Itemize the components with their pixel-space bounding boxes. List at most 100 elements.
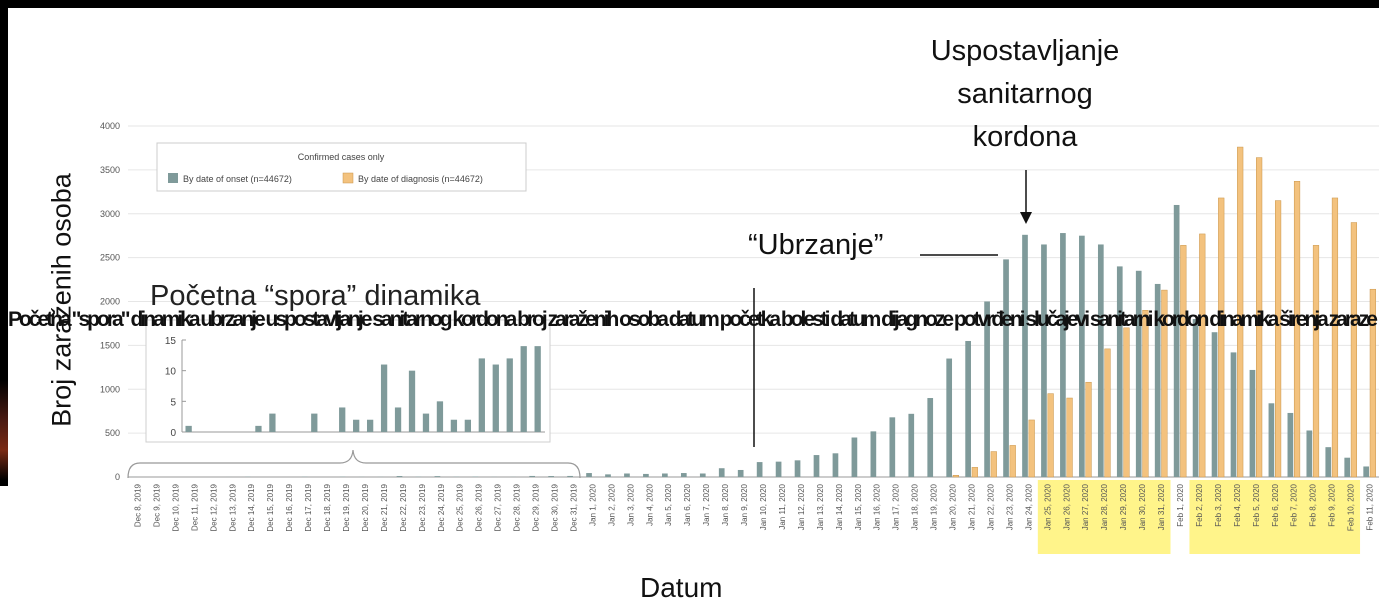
bar-diagnosis-46 [1009,445,1016,478]
inset-bar-16 [408,370,416,432]
x-tick-label: Jan 5, 2020 [664,483,673,525]
legend-title: Confirmed cases only [298,152,385,162]
x-tick-label: Jan 23, 2020 [1005,483,1014,530]
bar-onset-32 [737,469,744,477]
bar-onset-24 [586,473,592,477]
x-tick-label: Jan 3, 2020 [626,483,635,525]
x-tick-label: Dec 13, 2019 [228,483,237,531]
inset-bar-22 [492,364,499,432]
bar-onset-40 [889,417,896,477]
x-tick-label: Jan 6, 2020 [683,483,692,525]
x-tick-label: Jan 18, 2020 [911,483,920,530]
bar-onset-31 [718,468,725,477]
x-tick-label: Dec 18, 2019 [323,483,332,531]
highlight-band-1 [1189,480,1361,554]
x-tick-label: Feb 10, 2020 [1347,483,1356,531]
x-tick-label: Jan 10, 2020 [759,483,768,530]
inset-y-tick-label: 10 [165,367,177,378]
y-tick-label: 3000 [100,209,120,219]
annotation-pocetna-dinamika: Početna “spora” dinamika [150,280,481,312]
x-tick-label: Jan 14, 2020 [835,483,844,530]
x-tick-label: Dec 8, 2019 [133,483,142,527]
bar-onset-36 [813,455,820,477]
bar-onset-63 [1325,447,1332,477]
x-tick-label: Jan 31, 2020 [1157,483,1166,530]
x-tick-label: Feb 11, 2020 [1366,483,1375,530]
x-tick-label: Feb 9, 2020 [1328,483,1337,526]
x-tick-label: Feb 1, 2020 [1176,483,1185,526]
x-tick-label: Dec 17, 2019 [304,483,313,531]
x-tick-label: Feb 2, 2020 [1195,483,1204,526]
x-tick-label: Jan 16, 2020 [873,483,882,530]
x-tick-label: Dec 30, 2019 [550,483,559,531]
bar-diagnosis-61 [1293,181,1301,478]
bar-onset-65 [1363,466,1370,477]
x-tick-label: Dec 16, 2019 [285,483,294,531]
inset-bar-24 [520,346,527,432]
bar-diagnosis-62 [1312,245,1320,478]
x-tick-label: Dec 31, 2019 [569,483,578,531]
x-tick-label: Jan 12, 2020 [797,483,806,530]
inset-y-tick-label: 5 [170,397,176,408]
x-tick-label: Dec 28, 2019 [513,483,522,531]
bar-onset-50 [1079,235,1085,477]
bar-onset-22 [548,476,554,477]
bar-onset-64 [1344,457,1351,477]
bar-diagnosis-57 [1218,197,1225,478]
bar-onset-59 [1249,369,1256,477]
x-tick-label: Feb 7, 2020 [1290,483,1299,526]
x-tick-label: Dec 23, 2019 [418,483,427,531]
y-tick-label: 2000 [100,297,120,307]
x-tick-label: Jan 29, 2020 [1119,483,1128,530]
x-tick-label: Jan 20, 2020 [949,483,958,530]
brace [127,449,581,479]
bar-diagnosis-60 [1275,200,1282,478]
x-tick-label: Jan 24, 2020 [1024,483,1033,530]
bar-onset-43 [946,358,953,477]
inset-bar-14 [380,364,388,432]
legend-swatch-diagnosis [342,172,354,184]
x-tick-label: Feb 6, 2020 [1271,483,1280,526]
bar-onset-38 [851,437,858,477]
bar-diagnosis-43 [952,474,959,478]
y-tick-label: 0 [115,472,120,482]
x-tick-label: Jan 30, 2020 [1138,483,1147,530]
bar-onset-25 [605,474,611,477]
x-tick-label: Jan 7, 2020 [702,483,711,525]
bar-onset-55 [1173,204,1180,477]
inset-bar-15 [394,407,402,432]
x-tick-label: Feb 4, 2020 [1233,483,1242,526]
bar-onset-56 [1192,319,1199,477]
inset-bar-25 [534,346,541,432]
bar-diagnosis-59 [1256,157,1263,478]
cordon-arrow-head [1020,212,1032,224]
y-axis-label: Broj zaraženih osoba [46,173,77,427]
bar-onset-60 [1268,403,1275,477]
bar-onset-48 [1041,244,1047,477]
x-tick-label: Jan 9, 2020 [740,483,749,525]
legend-label-onset: By date of onset (n=44672) [183,174,292,184]
bar-onset-33 [756,462,763,477]
bar-onset-14 [396,476,403,477]
bar-onset-35 [794,460,801,477]
x-tick-label: Jan 27, 2020 [1081,483,1090,530]
bar-onset-23 [567,475,573,477]
inset-bar-18 [436,401,444,432]
inset-bar-12 [353,419,360,432]
x-tick-label: Dec 19, 2019 [342,483,351,531]
inset-box [145,319,551,443]
bar-onset-42 [927,398,934,477]
x-tick-label: Jan 25, 2020 [1043,483,1052,530]
bar-onset-53 [1135,270,1142,477]
x-tick-label: Jan 8, 2020 [721,483,730,525]
x-tick-label: Jan 13, 2020 [816,483,825,530]
x-tick-label: Dec 12, 2019 [209,483,218,531]
x-tick-label: Jan 15, 2020 [854,483,863,530]
y-tick-label: 3500 [100,165,120,175]
bar-onset-58 [1230,352,1237,477]
bar-diagnosis-52 [1123,327,1130,478]
inset-bar-0 [185,425,192,432]
annotation-sanitarni-kordon: Uspostavljanje sanitarnog kordona [930,35,1120,153]
x-tick-label: Dec 11, 2019 [190,483,199,531]
